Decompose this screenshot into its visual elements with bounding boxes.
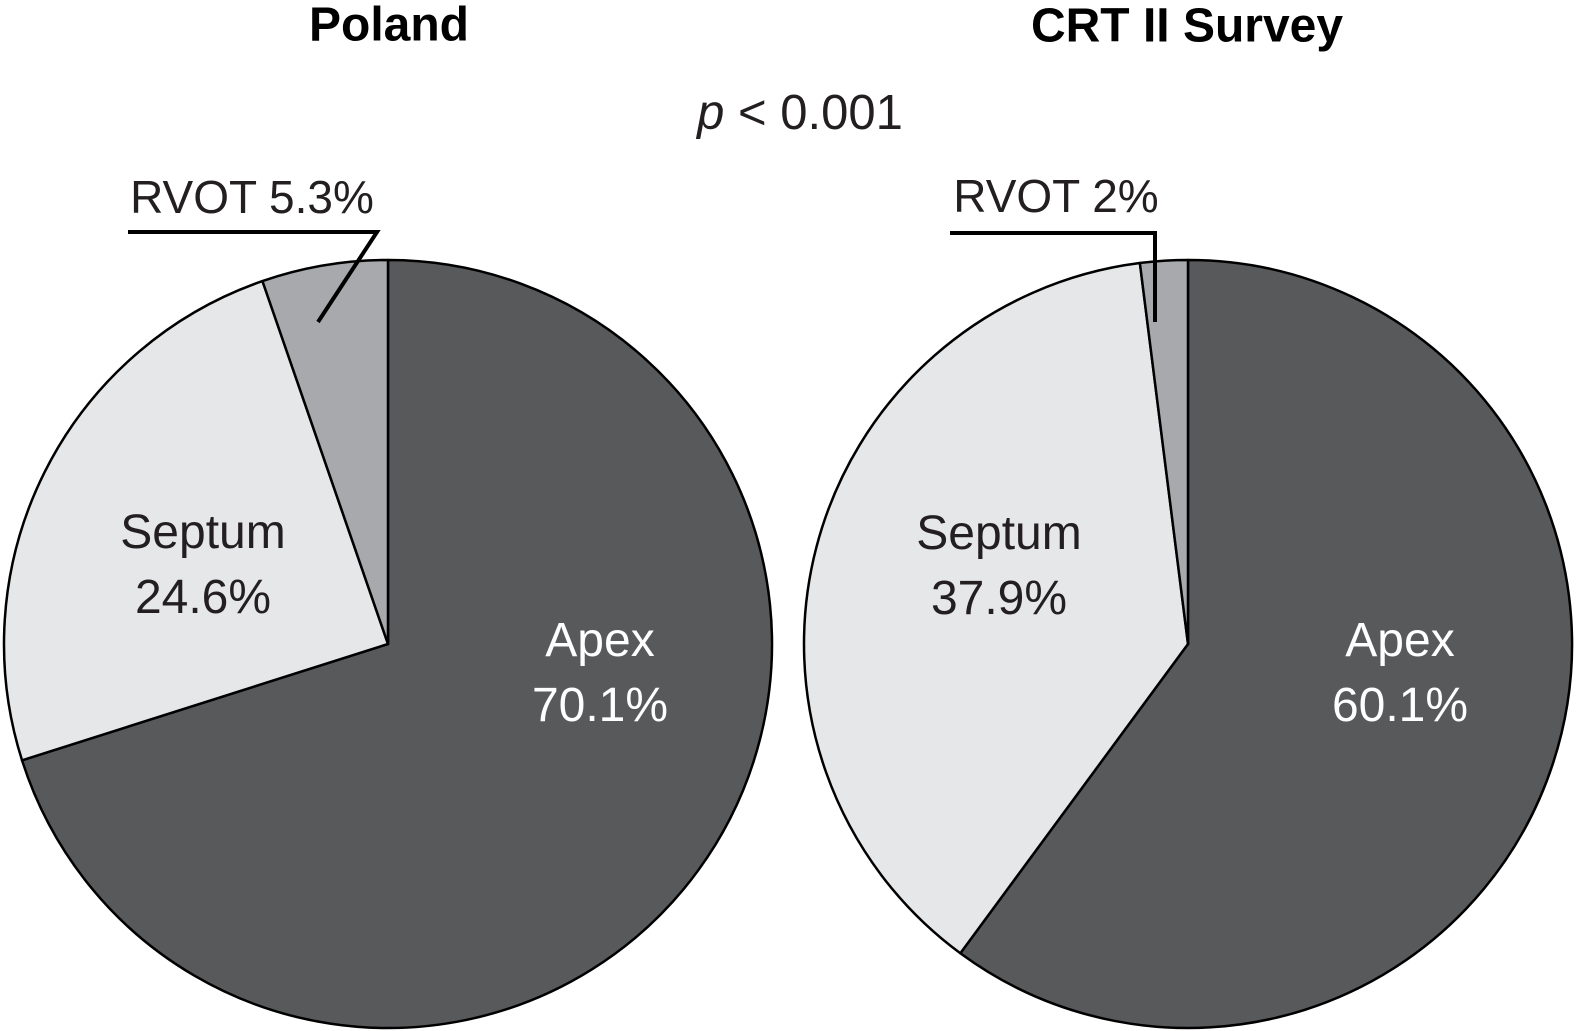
septum-slice-pct-poland: 24.6% <box>134 571 272 624</box>
septum-slice-name-poland: Septum <box>120 506 286 559</box>
pie-2-slice-septum <box>802 261 1190 955</box>
rvot-leader-line-crt <box>950 231 1157 322</box>
apex-slice-pct-crt: 60.1% <box>1331 679 1469 732</box>
rvot-leader-line-poland <box>128 230 381 324</box>
apex-slice-pct-poland: 70.1% <box>531 679 669 732</box>
septum-slice-label-crt: Septum 37.9% <box>916 501 1081 631</box>
p-value-annotation: p < 0.001 <box>697 85 903 141</box>
apex-slice-name-crt: Apex <box>1345 614 1455 667</box>
chart-title-crt-ii-survey: CRT II Survey <box>1030 0 1344 53</box>
pie-1-slice-rvot <box>261 258 390 646</box>
pie-2-slice-apex <box>959 258 1574 1030</box>
p-symbol: p <box>697 86 725 140</box>
septum-slice-pct-crt: 37.9% <box>930 572 1068 625</box>
pie-1-slice-apex <box>20 258 774 1030</box>
pie-2-slice-rvot <box>1138 258 1190 646</box>
apex-slice-name-poland: Apex <box>545 614 655 667</box>
rvot-callout-label-crt: RVOT 2% <box>953 170 1159 222</box>
rvot-callout-label-poland: RVOT 5.3% <box>130 171 374 223</box>
chart-title-poland: Poland <box>308 0 470 52</box>
septum-slice-label-poland: Septum 24.6% <box>120 500 285 630</box>
apex-slice-label-poland: Apex 70.1% <box>532 608 668 738</box>
p-comparison-text: < 0.001 <box>724 86 903 140</box>
pie-1-slice-septum <box>2 279 390 762</box>
septum-slice-name-crt: Septum <box>916 507 1082 560</box>
apex-slice-label-crt: Apex 60.1% <box>1332 608 1468 738</box>
